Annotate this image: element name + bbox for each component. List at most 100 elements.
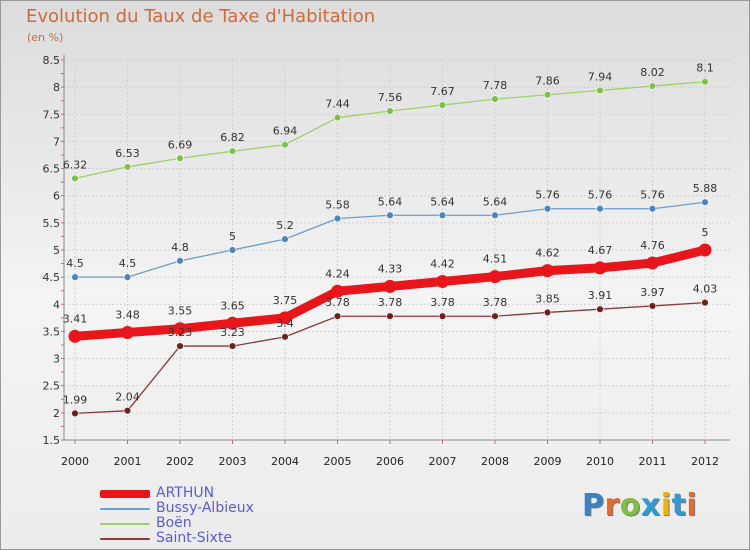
data-point [71,174,79,183]
data-point [596,86,604,95]
data-label: 3.23 [220,326,245,339]
data-point [698,243,712,257]
data-label: 3.23 [168,326,193,339]
data-point [491,312,499,320]
data-label: 3.97 [640,286,665,299]
data-label: 4.42 [430,257,455,270]
data-label: 3.48 [115,309,140,322]
x-axis-ticks: 2000 2001 2002 2003 2004 2005 2006 2007 2008 2009… [61,455,719,468]
y-tick-label: 3 [53,353,60,366]
data-point [648,302,657,310]
y-tick-label: 6.5 [43,163,61,176]
data-point [648,205,657,213]
data-point [541,264,554,278]
data-point [386,107,394,115]
data-point [71,273,79,281]
data-point [596,305,604,313]
data-point [226,316,239,330]
data-labels: 3.41 3.48 3.55 3.65 3.75 4.24 4.33 4.42 4.51 4.62… [63,62,718,407]
chart-title: Evolution du Taux de Taxe d'Habitation [26,6,376,27]
logo-letter: o [619,488,641,523]
x-tick-label: 2011 [639,455,667,468]
data-point [281,333,289,341]
data-label: 6.32 [63,158,88,171]
data-point [491,95,499,103]
data-label: 7.86 [535,75,560,88]
y-tick-label: 1.5 [43,434,61,447]
y-tick-label: 4 [53,298,60,311]
data-point [438,101,447,109]
y-tick-label: 2.5 [43,380,61,393]
data-point [176,257,184,265]
data-point [71,409,79,418]
data-label: 3.55 [168,305,193,318]
y-tick-label: 7 [53,135,60,148]
y-tick-label: 2 [53,407,60,420]
data-point [333,312,342,320]
y-tick-label: 5.5 [43,217,61,230]
data-label: 4.8 [171,241,189,254]
y-tick-label: 4.5 [43,271,61,284]
data-label: 5.2 [276,219,294,232]
legend-item: ARTHUN [100,486,254,501]
data-point [648,82,657,90]
data-point [228,342,237,350]
data-label: 5.76 [640,189,665,202]
x-tick-label: 2005 [324,455,352,468]
data-label: 3.75 [273,294,298,307]
data-point [593,261,607,275]
unit-label: (en %) [27,31,64,44]
data-point [438,211,447,219]
data-label: 4.76 [640,239,665,252]
data-point [331,284,344,298]
data-label: 1.99 [63,393,88,406]
data-point [228,246,237,254]
data-point [543,308,552,317]
data-label: 3.78 [430,296,455,309]
data-label: 5.88 [693,182,718,195]
legend-item: Bussy-Albieux [100,501,254,516]
data-point [596,205,604,213]
data-point [438,312,447,320]
data-label: 5 [702,226,709,239]
data-point [123,406,132,415]
data-label: 5.58 [325,199,350,212]
data-label: 5.76 [588,189,613,202]
x-tick-label: 2000 [61,455,89,468]
data-point [123,273,132,281]
data-point [701,298,709,307]
logo-letter: i [660,488,672,523]
data-point [123,163,132,171]
data-label: 5.64 [430,195,455,208]
data-point [701,78,709,86]
legend-swatch [100,522,150,525]
x-tick-label: 2009 [534,455,562,468]
data-label: 4.67 [588,244,613,257]
x-tick-label: 2003 [219,455,247,468]
y-tick-label: 7.5 [43,108,61,121]
data-point [176,342,184,350]
x-tick-label: 2012 [691,455,719,468]
x-tick-label: 2010 [586,455,614,468]
data-label: 4.62 [535,247,560,260]
data-point [281,140,289,149]
legend-label: Bussy-Albieux [156,500,254,516]
data-label: 7.67 [430,85,455,98]
data-label: 7.94 [588,70,613,83]
data-point [543,205,552,213]
logo-letter: P [582,488,605,523]
x-tick-label: 2007 [429,455,457,468]
proxiti-logo: Proxiti [582,488,697,523]
data-label: 6.94 [273,125,298,138]
data-label: 3.78 [378,296,403,309]
data-label: 7.78 [483,79,508,92]
logo-letter: r [604,488,620,523]
grid [64,59,730,441]
data-point [436,274,449,288]
x-tick-label: 2002 [166,455,194,468]
data-label: 8.02 [640,66,665,79]
logo-letter: t [671,488,687,523]
data-label: 3.65 [220,299,245,312]
legend-swatch [100,489,150,498]
